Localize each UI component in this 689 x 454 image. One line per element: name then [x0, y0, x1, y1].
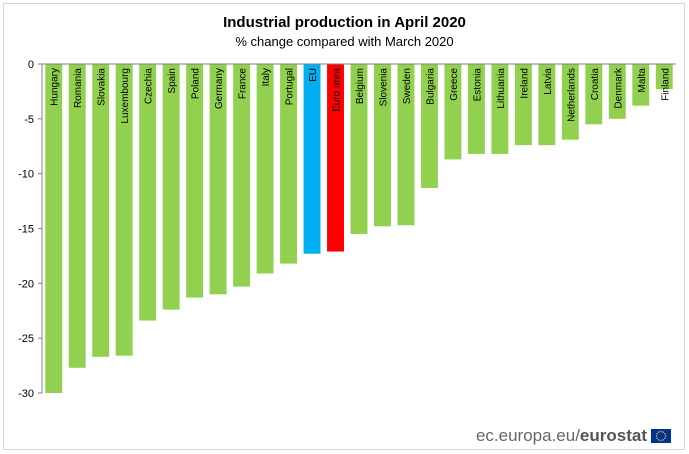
bar-luxembourg [115, 64, 133, 356]
y-tick-label: -30 [18, 388, 34, 400]
y-tick-label: -15 [18, 224, 34, 236]
category-label: Hungary [50, 68, 61, 106]
category-label: Belgium [355, 68, 366, 104]
bar-netherlands [561, 64, 579, 140]
bar-poland [186, 64, 204, 298]
chart-title: Industrial production in April 2020 [223, 14, 466, 31]
y-tick-label: 0 [28, 59, 34, 71]
bar-spain [162, 64, 180, 310]
bar-eu [303, 64, 321, 254]
source-domain: ec.europa.eu/ [475, 426, 580, 445]
y-tick-label: -10 [18, 169, 34, 181]
category-label: Luxembourg [120, 68, 131, 124]
bar-france [233, 64, 251, 287]
bar-latvia [538, 64, 556, 146]
category-label: Finland [660, 68, 671, 101]
bar-bulgaria [420, 64, 438, 188]
bar-euro-area [327, 64, 344, 252]
category-label: Spain [167, 68, 178, 94]
bar-finland [655, 64, 673, 90]
category-label: Lithuania [496, 68, 507, 109]
bar-slovenia [374, 64, 391, 227]
category-label: Poland [191, 68, 202, 99]
category-label: Germany [214, 68, 225, 109]
bar-greece [444, 64, 462, 160]
category-label: EU [308, 68, 319, 82]
category-label: Greece [449, 68, 460, 101]
y-tick-label: -20 [18, 278, 34, 290]
category-label: Bulgaria [425, 68, 436, 105]
y-tick-label: -25 [18, 333, 34, 345]
bar-czechia [139, 64, 157, 321]
source-brand: eurostat [579, 426, 647, 445]
bar-italy [256, 64, 274, 274]
category-label: Estonia [472, 68, 483, 102]
category-label: Czechia [144, 68, 155, 105]
category-label: Netherlands [566, 68, 577, 122]
source-footer[interactable]: ec.europa.eu/eurostat [476, 426, 671, 446]
category-label: Romania [73, 68, 84, 108]
category-label: Latvia [543, 68, 554, 95]
bar-ireland [514, 64, 532, 146]
bar-hungary [45, 64, 63, 393]
category-label: Denmark [613, 67, 624, 109]
bar-sweden [397, 64, 415, 226]
category-label: Croatia [590, 68, 601, 101]
bar-lithuania [491, 64, 509, 154]
bar-slovakia [92, 64, 110, 357]
category-label: Malta [637, 68, 648, 93]
category-label: Italy [261, 68, 272, 86]
y-tick-label: -5 [24, 114, 34, 126]
category-label: Slovakia [97, 68, 108, 106]
bar-belgium [350, 64, 368, 234]
category-label: Portugal [285, 68, 296, 105]
category-label: Euro area [332, 68, 343, 112]
category-label: France [238, 68, 249, 100]
bar-croatia [585, 64, 603, 125]
bar-germany [209, 64, 227, 295]
bar-portugal [280, 64, 298, 264]
chart-subtitle: % change compared with March 2020 [235, 34, 454, 49]
category-label: Sweden [402, 68, 413, 104]
bar-malta [632, 64, 650, 106]
category-label: Slovenia [378, 68, 389, 107]
bar-romania [68, 64, 86, 368]
eu-flag-icon [651, 429, 671, 443]
category-label: Ireland [519, 68, 530, 99]
bar-estonia [467, 64, 485, 154]
bar-denmark [608, 64, 626, 119]
